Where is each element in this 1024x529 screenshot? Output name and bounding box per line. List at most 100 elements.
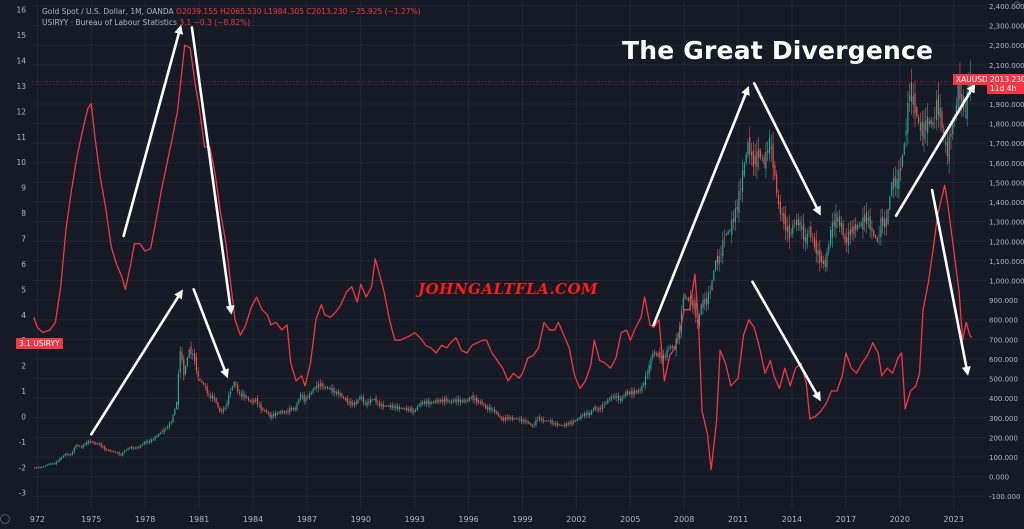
gold-candle-body (77, 445, 79, 447)
gold-candle-body (251, 400, 253, 403)
gold-candle-body (808, 231, 810, 233)
gold-candle-body (150, 439, 153, 442)
gold-candle-body (707, 292, 710, 304)
gold-candle-body (829, 230, 832, 245)
y-right-tick-label: 1,900.000 (989, 101, 1024, 109)
gold-candle-body (273, 414, 275, 416)
gold-candle-body (235, 384, 237, 386)
gold-candle-body (634, 390, 636, 394)
gold-candle-body (838, 216, 841, 226)
gold-candle-body (258, 404, 260, 406)
gold-candle-body (479, 401, 481, 403)
x-tick-label: 1999 (512, 515, 532, 524)
gold-candle-body (102, 446, 104, 448)
gold-candle-body (64, 453, 66, 456)
gold-candle-body (91, 441, 93, 443)
gold-candle-body (695, 302, 697, 318)
gold-candle-body (395, 406, 397, 409)
gridlines (32, 2, 986, 508)
gold-candle-body (526, 420, 528, 423)
gold-candle-body (657, 353, 659, 356)
gold-candle-body (242, 392, 244, 397)
gold-candle-body (889, 196, 891, 210)
gold-candle-body (819, 248, 821, 263)
gold-candle-body (386, 405, 388, 407)
legend-gold-low: L1984.305 (263, 7, 304, 16)
gold-candle-body (921, 121, 923, 136)
gold-candle-body (229, 391, 232, 395)
gold-candle-body (713, 270, 715, 281)
gold-candle-body (626, 391, 629, 394)
gold-candle-body (350, 401, 352, 406)
gold-candle-body (308, 393, 311, 398)
gold-candle-body (826, 252, 828, 268)
gold-candle-body (357, 399, 359, 404)
gold-candle-body (851, 227, 853, 233)
gold-candle-body (779, 201, 781, 215)
gold-candle-body (686, 298, 688, 300)
gold-candle-body (240, 393, 242, 397)
gold-candle-body (759, 151, 762, 158)
annotation-arrowhead (812, 391, 821, 402)
gold-candle-body (770, 146, 772, 150)
gold-candle-body (821, 256, 823, 263)
gold-candle-body (434, 400, 436, 403)
y-right-tick-label: 1,800.000 (989, 121, 1024, 129)
gold-candle-body (319, 383, 321, 386)
gold-candle-body (731, 220, 733, 235)
gold-candle-body (380, 404, 383, 407)
gold-candle-body (497, 412, 499, 416)
gold-candle-body (52, 463, 54, 465)
gold-candle-body (39, 467, 41, 468)
gold-candle-body (777, 194, 780, 205)
gold-candle-body (416, 406, 418, 410)
annotation-arrowhead (741, 85, 750, 96)
gold-candle-body (900, 168, 902, 172)
legend-row-gold[interactable]: Gold Spot / U.S. Dollar, 1M, OANDA O2039… (42, 6, 421, 17)
x-tick-label: 1984 (243, 515, 263, 524)
annotation-arrowhead (174, 24, 184, 35)
legend-row-cpi[interactable]: USIRYY · Bureau of Labour Statistics 3.1… (42, 17, 421, 28)
gold-candle-body (794, 223, 796, 225)
gold-candle-body (55, 461, 57, 465)
gold-candle-body (120, 454, 122, 456)
x-tick-label: 2002 (566, 515, 586, 524)
gold-candle-body (122, 452, 124, 456)
gold-candle-body (440, 400, 442, 402)
gold-candle-body (903, 143, 905, 155)
gold-candle-body (614, 395, 616, 398)
gold-candle-body (217, 402, 219, 408)
gold-candle-body (835, 213, 837, 229)
gold-candle-body (887, 209, 889, 225)
gold-candle-body (114, 451, 117, 453)
gold-candle-body (355, 401, 357, 405)
gold-candle-body (373, 399, 375, 400)
annotation-arrow-shaft (122, 32, 181, 238)
y-right-tick-label: 1,000.000 (989, 277, 1024, 285)
gold-candle-body (465, 400, 467, 403)
gold-candle-body (876, 237, 878, 242)
watermark-text: JOHNGALTFLA.COM (418, 280, 599, 298)
gold-candle-body (62, 455, 65, 458)
gold-candle-body (894, 176, 896, 187)
gold-candle-body (666, 349, 668, 358)
gold-candle-body (404, 408, 406, 410)
gold-candle-body (323, 386, 325, 388)
gold-candle-body (348, 401, 350, 404)
y-right-tick-label: 2,300.000 (989, 23, 1024, 31)
gold-candle-body (441, 399, 444, 402)
y-left-tick-label: 6 (21, 260, 26, 269)
gold-candle-body (612, 396, 614, 398)
gold-candle-body (625, 391, 627, 396)
gold-candle-body (682, 298, 684, 310)
chart-title: The Great Divergence (622, 36, 934, 65)
y-left-tick-label: 14 (16, 56, 26, 65)
gold-candle-body (161, 431, 163, 433)
y-left-tick-label: -2 (19, 463, 27, 472)
legend-cpi-change: −0.3 (−8.82%) (193, 18, 251, 27)
timezone-icon (0, 514, 10, 524)
gold-candle-body (501, 417, 503, 420)
gold-candle-body (185, 366, 187, 375)
gold-candle-body (490, 407, 492, 411)
gold-candle-body (246, 396, 248, 398)
